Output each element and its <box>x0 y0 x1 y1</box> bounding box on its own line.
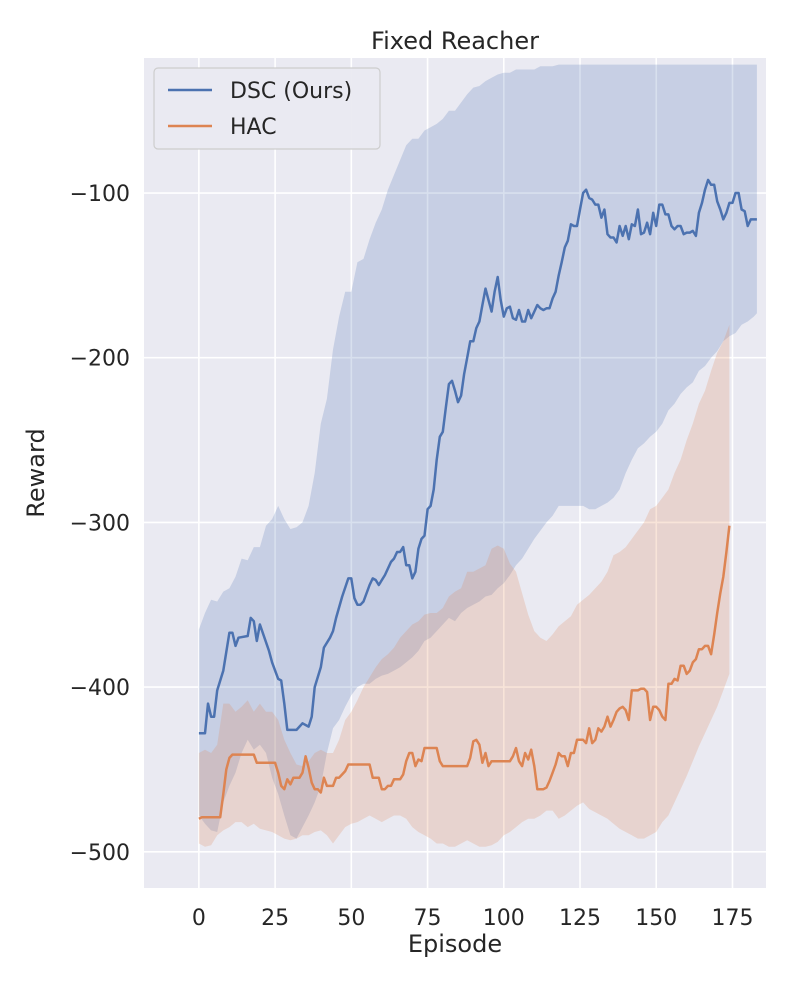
series-lines <box>198 178 757 820</box>
x-tick-label-0: 0 <box>192 906 206 931</box>
x-tick-label-2: 50 <box>337 906 365 931</box>
confidence-bands <box>198 64 757 847</box>
legend-box <box>153 67 381 150</box>
y-tick-label-2: −300 <box>70 511 130 536</box>
y-tick-label-3: −400 <box>70 676 130 701</box>
y-tick-label-1: −200 <box>70 347 130 372</box>
series-line-hac <box>198 525 731 820</box>
x-tick-label-4: 100 <box>483 906 525 931</box>
legend: DSC (Ours) HAC <box>153 67 381 150</box>
plot-background <box>144 58 766 888</box>
chart-title: Fixed Reacher <box>371 27 539 55</box>
band-dsc <box>198 64 757 839</box>
x-tick-label-3: 75 <box>414 906 442 931</box>
y-tick-label-4: −500 <box>70 841 130 866</box>
x-tick-label-1: 25 <box>261 906 289 931</box>
legend-label-hac: HAC <box>230 115 277 140</box>
x-tick-label-5: 125 <box>559 906 601 931</box>
legend-label-dsc: DSC (Ours) <box>230 79 352 104</box>
x-tick-label-7: 175 <box>711 906 753 931</box>
x-axis-label: Episode <box>408 930 502 958</box>
x-tick-label-6: 150 <box>635 906 677 931</box>
y-tick-labels: −100 −200 −300 −400 −500 <box>70 182 130 866</box>
series-line-dsc <box>198 178 757 735</box>
band-hac <box>198 324 730 847</box>
x-tick-labels: 0 25 50 75 100 125 150 175 <box>192 906 754 931</box>
gridlines <box>144 58 766 888</box>
y-axis-label: Reward <box>22 428 50 517</box>
y-tick-label-0: −100 <box>70 182 130 207</box>
